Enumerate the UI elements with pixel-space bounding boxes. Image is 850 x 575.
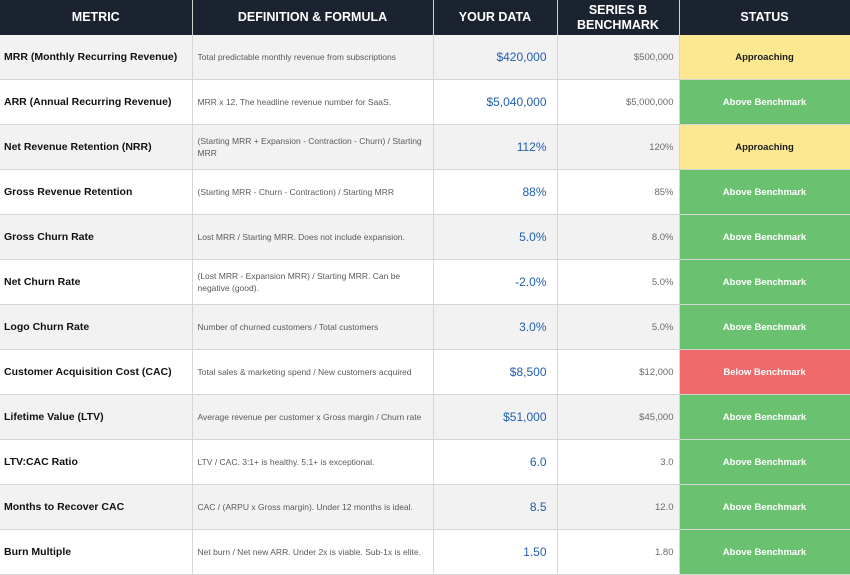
status-cell[interactable]: Above Benchmark <box>679 79 850 125</box>
metric-cell[interactable]: Customer Acquisition Cost (CAC) <box>0 349 193 395</box>
definition-cell[interactable]: Total sales & marketing spend / New cust… <box>192 349 434 395</box>
benchmark-cell[interactable]: 85% <box>557 169 680 215</box>
definition-cell[interactable]: Number of churned customers / Total cust… <box>192 304 434 350</box>
status-cell[interactable]: Above Benchmark <box>679 259 850 305</box>
metric-cell[interactable]: MRR (Monthly Recurring Revenue) <box>0 35 193 80</box>
metric-cell[interactable]: ARR (Annual Recurring Revenue) <box>0 79 193 125</box>
header-metric[interactable]: METRIC <box>0 0 193 35</box>
benchmark-cell[interactable]: $45,000 <box>557 394 680 440</box>
metric-cell[interactable]: Gross Churn Rate <box>0 214 193 260</box>
your-data-cell[interactable]: 112% <box>433 124 558 170</box>
definition-cell[interactable]: CAC / (ARPU x Gross margin). Under 12 mo… <box>192 484 434 530</box>
table-row: LTV:CAC Ratio LTV / CAC. 3:1+ is healthy… <box>0 439 850 485</box>
your-data-cell[interactable]: 3.0% <box>433 304 558 350</box>
header-definition[interactable]: DEFINITION & FORMULA <box>192 0 434 35</box>
benchmark-cell[interactable]: 5.0% <box>557 259 680 305</box>
definition-cell[interactable]: Net burn / Net new ARR. Under 2x is viab… <box>192 529 434 575</box>
status-cell[interactable]: Below Benchmark <box>679 349 850 395</box>
status-cell[interactable]: Approaching <box>679 124 850 170</box>
benchmark-cell[interactable]: 5.0% <box>557 304 680 350</box>
benchmark-cell[interactable]: $5,000,000 <box>557 79 680 125</box>
metric-cell[interactable]: LTV:CAC Ratio <box>0 439 193 485</box>
benchmark-cell[interactable]: $12,000 <box>557 349 680 395</box>
table-row: Burn Multiple Net burn / Net new ARR. Un… <box>0 529 850 575</box>
status-cell[interactable]: Above Benchmark <box>679 439 850 485</box>
table-row: Lifetime Value (LTV) Average revenue per… <box>0 394 850 440</box>
metric-cell[interactable]: Net Revenue Retention (NRR) <box>0 124 193 170</box>
table-row: Net Churn Rate (Lost MRR - Expansion MRR… <box>0 259 850 305</box>
benchmark-cell[interactable]: 3.0 <box>557 439 680 485</box>
table-row: Customer Acquisition Cost (CAC) Total sa… <box>0 349 850 395</box>
your-data-cell[interactable]: $51,000 <box>433 394 558 440</box>
your-data-cell[interactable]: $420,000 <box>433 35 558 80</box>
metric-cell[interactable]: Gross Revenue Retention <box>0 169 193 215</box>
status-cell[interactable]: Above Benchmark <box>679 529 850 575</box>
definition-cell[interactable]: (Starting MRR + Expansion - Contraction … <box>192 124 434 170</box>
metric-cell[interactable]: Lifetime Value (LTV) <box>0 394 193 440</box>
your-data-cell[interactable]: 1.50 <box>433 529 558 575</box>
metric-cell[interactable]: Logo Churn Rate <box>0 304 193 350</box>
table-body: MRR (Monthly Recurring Revenue) Total pr… <box>0 35 850 575</box>
status-cell[interactable]: Above Benchmark <box>679 214 850 260</box>
benchmark-cell[interactable]: 120% <box>557 124 680 170</box>
status-cell[interactable]: Above Benchmark <box>679 169 850 215</box>
metric-cell[interactable]: Net Churn Rate <box>0 259 193 305</box>
table-row: Gross Churn Rate Lost MRR / Starting MRR… <box>0 214 850 260</box>
benchmark-cell[interactable]: $500,000 <box>557 35 680 80</box>
header-row: METRIC DEFINITION & FORMULA YOUR DATA SE… <box>0 0 850 35</box>
your-data-cell[interactable]: 5.0% <box>433 214 558 260</box>
definition-cell[interactable]: (Starting MRR - Churn - Contraction) / S… <box>192 169 434 215</box>
definition-cell[interactable]: (Lost MRR - Expansion MRR) / Starting MR… <box>192 259 434 305</box>
definition-cell[interactable]: MRR x 12. The headline revenue number fo… <box>192 79 434 125</box>
your-data-cell[interactable]: $5,040,000 <box>433 79 558 125</box>
status-cell[interactable]: Above Benchmark <box>679 484 850 530</box>
status-cell[interactable]: Approaching <box>679 35 850 80</box>
table-row: Gross Revenue Retention (Starting MRR - … <box>0 169 850 215</box>
your-data-cell[interactable]: 6.0 <box>433 439 558 485</box>
your-data-cell[interactable]: -2.0% <box>433 259 558 305</box>
table-row: Net Revenue Retention (NRR) (Starting MR… <box>0 124 850 170</box>
definition-cell[interactable]: Average revenue per customer x Gross mar… <box>192 394 434 440</box>
table-row: Logo Churn Rate Number of churned custom… <box>0 304 850 350</box>
your-data-cell[interactable]: 8.5 <box>433 484 558 530</box>
benchmark-cell[interactable]: 1.80 <box>557 529 680 575</box>
benchmark-cell[interactable]: 12.0 <box>557 484 680 530</box>
metric-cell[interactable]: Burn Multiple <box>0 529 193 575</box>
header-your-data[interactable]: YOUR DATA <box>433 0 558 35</box>
status-cell[interactable]: Above Benchmark <box>679 304 850 350</box>
header-status[interactable]: STATUS <box>679 0 850 35</box>
metric-cell[interactable]: Months to Recover CAC <box>0 484 193 530</box>
definition-cell[interactable]: Lost MRR / Starting MRR. Does not includ… <box>192 214 434 260</box>
status-cell[interactable]: Above Benchmark <box>679 394 850 440</box>
your-data-cell[interactable]: 88% <box>433 169 558 215</box>
table-row: MRR (Monthly Recurring Revenue) Total pr… <box>0 35 850 80</box>
definition-cell[interactable]: Total predictable monthly revenue from s… <box>192 35 434 80</box>
your-data-cell[interactable]: $8,500 <box>433 349 558 395</box>
header-benchmark[interactable]: SERIES B BENCHMARK <box>557 0 680 35</box>
table-row: Months to Recover CAC CAC / (ARPU x Gros… <box>0 484 850 530</box>
benchmark-cell[interactable]: 8.0% <box>557 214 680 260</box>
table-row: ARR (Annual Recurring Revenue) MRR x 12.… <box>0 79 850 125</box>
definition-cell[interactable]: LTV / CAC. 3:1+ is healthy. 5:1+ is exce… <box>192 439 434 485</box>
